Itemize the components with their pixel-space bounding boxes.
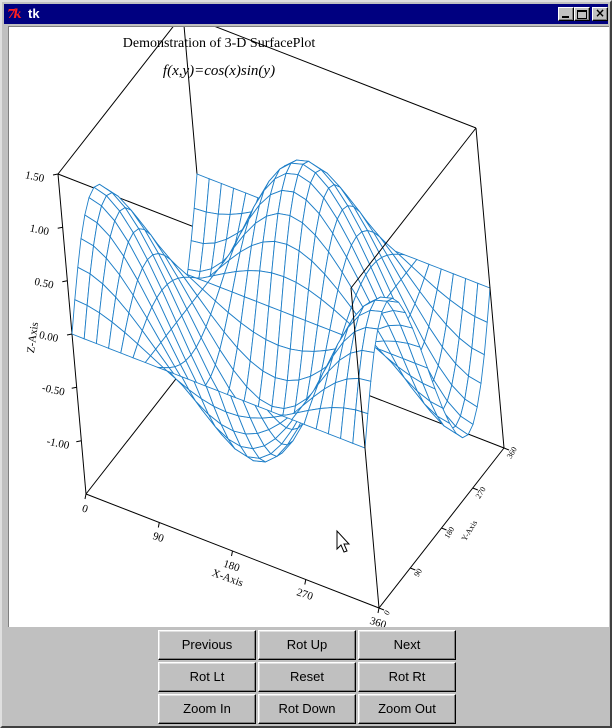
y-tick-label: 360	[505, 445, 519, 460]
close-icon: ×	[595, 6, 606, 20]
chart-subtitle: f(x,y)=cos(x)sin(y)	[163, 63, 275, 79]
x-tick-label: 90	[151, 530, 166, 545]
zoom-out-button[interactable]: Zoom Out	[358, 694, 456, 724]
surface-cell	[474, 282, 491, 323]
x-tick-label: 180	[222, 558, 242, 575]
x-tick	[231, 550, 233, 557]
maximize-button[interactable]	[574, 7, 590, 21]
x-tick-label: 360	[368, 615, 388, 627]
y-tick	[441, 527, 447, 531]
box-edge	[350, 127, 477, 289]
title-bar[interactable]: 7k tk ×	[4, 4, 608, 24]
z-tick-label: 1.50	[24, 169, 46, 185]
box-edge	[475, 127, 505, 449]
z-tick-label: 1.00	[29, 222, 51, 238]
box-edge	[57, 27, 174, 175]
mouse-cursor-icon	[336, 529, 351, 553]
z-tick	[57, 226, 63, 229]
x-tick	[304, 579, 307, 585]
z-tick	[66, 333, 73, 336]
surface-cell	[352, 409, 369, 449]
chart-title: Demonstration of 3-D SurfacePlot	[123, 36, 316, 51]
y-tick	[472, 487, 478, 491]
window-title: tk	[28, 6, 40, 21]
y-tick-label: 180	[442, 525, 456, 540]
x-tick-label: 270	[295, 586, 315, 603]
z-tick	[62, 280, 68, 283]
minimize-button[interactable]	[558, 7, 574, 21]
rot-down-button[interactable]: Rot Down	[258, 694, 356, 724]
box-edge	[215, 27, 477, 129]
z-axis-label: Z-Axis	[25, 321, 41, 354]
y-axis-label: Y-Axis	[460, 519, 480, 543]
z-tick	[76, 440, 82, 443]
surface-plot: Demonstration of 3-D SurfacePlot f(x,y)=…	[24, 27, 519, 627]
x-tick	[377, 607, 380, 614]
plot-canvas[interactable]: Demonstration of 3-D SurfacePlot f(x,y)=…	[8, 26, 609, 627]
zoom-in-button[interactable]: Zoom In	[158, 694, 256, 724]
z-tick-label: -0.50	[41, 382, 66, 399]
close-button[interactable]: ×	[592, 6, 608, 21]
y-tick	[410, 567, 416, 571]
x-tick	[84, 493, 87, 500]
box-edge	[350, 287, 380, 609]
y-tick-label: 270	[474, 485, 488, 500]
tk-logo-icon: 7k	[7, 7, 22, 21]
z-tick-label: 0.50	[33, 276, 55, 292]
z-tick-label: 0.00	[38, 329, 60, 345]
rot-left-button[interactable]: Rot Lt	[158, 662, 256, 692]
reset-button[interactable]: Reset	[258, 662, 356, 692]
rot-right-button[interactable]: Rot Rt	[358, 662, 456, 692]
next-button[interactable]: Next	[358, 630, 456, 660]
previous-button[interactable]: Previous	[158, 630, 256, 660]
z-tick	[52, 173, 59, 176]
y-tick-label: 0	[382, 609, 392, 617]
rot-up-button[interactable]: Rot Up	[258, 630, 356, 660]
y-tick	[503, 447, 510, 451]
z-tick-label: -1.00	[45, 436, 70, 453]
axis-ticks: 090180270360X-Axis090180270360Y-Axis1.50…	[24, 169, 519, 627]
control-panel: Previous Rot Up Next Rot Lt Reset Rot Rt…	[158, 630, 458, 726]
y-tick	[378, 607, 385, 611]
surface-mesh	[71, 159, 491, 463]
x-tick-label: 0	[80, 503, 89, 516]
y-tick-label: 90	[412, 567, 424, 579]
z-tick	[71, 386, 77, 389]
x-tick	[157, 522, 160, 528]
surface-cell	[355, 377, 372, 415]
